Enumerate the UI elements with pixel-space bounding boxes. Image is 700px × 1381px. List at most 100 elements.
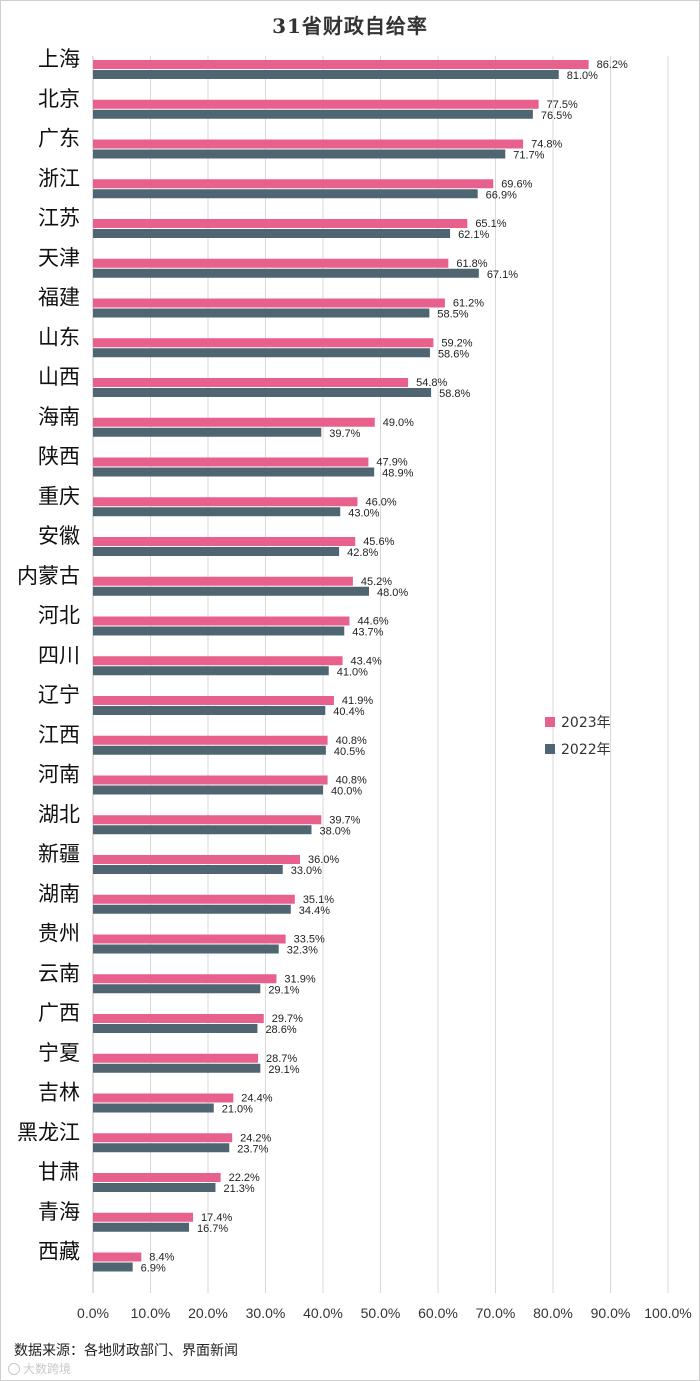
data-label-2022: 62.1% — [458, 229, 489, 241]
bar-2023 — [93, 179, 494, 189]
legend-label: 2023年 — [561, 715, 611, 731]
data-label-2022: 28.6% — [265, 1024, 296, 1036]
bar-2023 — [93, 735, 328, 745]
data-label-2022: 76.5% — [541, 110, 572, 122]
data-label-2022: 32.3% — [287, 945, 318, 957]
data-label-2022: 21.3% — [223, 1183, 254, 1195]
x-tick-label: 30.0% — [246, 1305, 286, 1321]
data-label-2022: 48.0% — [377, 587, 408, 599]
data-label-2023: 77.5% — [547, 99, 578, 111]
category-label: 西藏 — [38, 1240, 80, 1264]
data-label-2023: 24.2% — [240, 1132, 271, 1144]
bar-2022 — [93, 626, 345, 636]
bar-2022 — [93, 1183, 216, 1192]
bar-2022 — [93, 865, 283, 874]
bar-2022 — [93, 268, 479, 278]
bar-2023 — [93, 775, 328, 785]
data-label-2023: 43.4% — [351, 655, 382, 667]
data-label-2022: 16.7% — [197, 1223, 228, 1235]
bar-2023 — [93, 576, 353, 586]
data-label-2022: 66.9% — [486, 189, 517, 201]
data-label-2022: 29.1% — [268, 984, 299, 996]
bar-2022 — [93, 149, 506, 159]
bar-2023 — [93, 537, 356, 546]
bar-2022 — [93, 904, 291, 914]
bar-2023 — [93, 258, 449, 268]
data-label-2022: 41.0% — [337, 666, 368, 678]
category-label: 四川 — [38, 643, 80, 667]
bar-2023 — [93, 338, 434, 348]
bar-2022 — [93, 1063, 261, 1073]
category-label: 广西 — [38, 1001, 80, 1025]
bar-2023 — [93, 1173, 221, 1182]
data-label-2023: 36.0% — [308, 854, 339, 866]
bar-2022 — [93, 388, 432, 397]
bar-2023 — [93, 139, 524, 149]
data-label-2023: 46.0% — [366, 496, 397, 508]
data-label-2022: 43.0% — [348, 507, 379, 519]
bar-2023 — [93, 974, 277, 984]
data-label-2022: 71.7% — [513, 150, 544, 162]
data-label-2022: 58.6% — [438, 348, 469, 360]
bar-2023 — [93, 298, 445, 308]
legend-label: 2022年 — [561, 742, 611, 758]
data-label-2022: 40.0% — [331, 786, 362, 798]
data-label-2023: 28.7% — [266, 1053, 297, 1065]
bar-2023 — [93, 99, 539, 109]
data-label-2022: 58.5% — [437, 309, 468, 321]
bar-2023 — [93, 457, 369, 467]
category-label: 广东 — [38, 127, 80, 151]
data-label-2023: 49.0% — [383, 417, 414, 429]
data-label-2022: 42.8% — [347, 547, 378, 559]
category-label: 安徽 — [38, 524, 80, 548]
bar-2023 — [93, 815, 322, 825]
bar-2022 — [93, 507, 341, 517]
bar-2022 — [93, 1103, 214, 1113]
data-label-2022: 67.1% — [487, 269, 518, 281]
bar-2022 — [93, 1143, 230, 1153]
data-label-2022: 43.7% — [352, 627, 383, 639]
bar-2022 — [93, 1024, 258, 1033]
watermark: 大数跨境 — [8, 1360, 71, 1377]
category-label: 甘肃 — [38, 1160, 80, 1184]
x-tick-label: 50.0% — [361, 1305, 401, 1321]
bar-2022 — [93, 547, 340, 556]
data-label-2023: 54.8% — [416, 377, 447, 389]
data-label-2023: 29.7% — [272, 1013, 303, 1025]
legend-swatch — [545, 717, 555, 727]
data-label-2022: 21.0% — [222, 1104, 253, 1116]
data-label-2023: 44.6% — [357, 616, 388, 628]
bar-2023 — [93, 656, 343, 666]
data-label-2022: 40.4% — [333, 706, 364, 718]
bar-2022 — [93, 308, 430, 318]
data-label-2023: 69.6% — [501, 178, 532, 190]
legend-swatch — [545, 744, 555, 754]
x-tick-label: 10.0% — [131, 1305, 171, 1321]
bar-2023 — [93, 616, 350, 626]
bar-2023 — [93, 696, 334, 705]
data-label-2023: 22.2% — [229, 1172, 260, 1184]
data-label-2023: 35.1% — [303, 894, 334, 906]
x-tick-label: 100.0% — [644, 1305, 691, 1321]
category-label: 宁夏 — [38, 1041, 80, 1065]
bar-2022 — [93, 427, 322, 437]
data-label-2023: 45.2% — [361, 576, 392, 588]
category-label: 山西 — [38, 365, 80, 389]
bar-2023 — [93, 1093, 234, 1103]
category-label: 青海 — [38, 1200, 80, 1224]
data-label-2023: 47.9% — [376, 457, 407, 469]
data-label-2022: 34.4% — [299, 905, 330, 917]
bar-2023 — [93, 417, 375, 427]
category-label: 上海 — [38, 47, 80, 71]
data-label-2022: 81.0% — [567, 70, 598, 82]
data-label-2023: 59.2% — [441, 337, 472, 349]
bar-2022 — [93, 944, 279, 954]
data-label-2023: 17.4% — [201, 1212, 232, 1224]
bar-2023 — [93, 934, 286, 944]
bar-2022 — [93, 666, 329, 676]
data-label-2023: 61.2% — [453, 298, 484, 310]
category-label: 湖北 — [38, 802, 80, 826]
data-label-2022: 58.8% — [439, 388, 470, 400]
bar-2023 — [93, 60, 589, 69]
